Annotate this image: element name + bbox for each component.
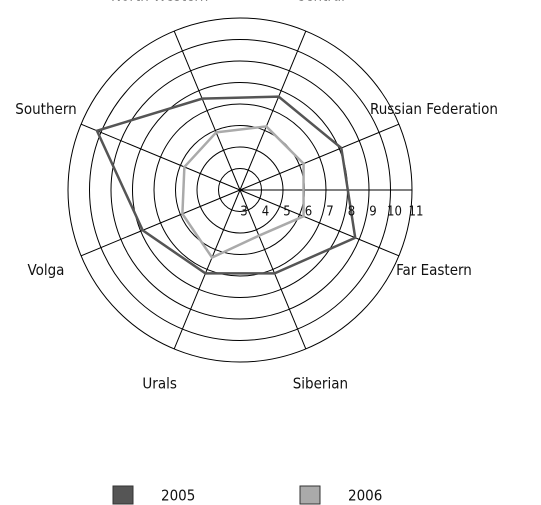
spoke [239, 189, 307, 350]
r-tick-label: 8 [348, 205, 355, 220]
category-label: Russian Federation [370, 100, 498, 118]
spoke [239, 30, 307, 191]
series-line [181, 125, 305, 260]
category-label: Urals [142, 375, 176, 393]
category-label: Southern [15, 100, 76, 118]
category-label: Central [296, 0, 345, 4]
category-label: Volga [28, 261, 65, 279]
spoke [80, 123, 241, 191]
r-tick-label: 11 [409, 205, 424, 220]
r-tick-label: 6 [305, 205, 312, 220]
r-tick-label: 10 [387, 205, 402, 220]
spoke [80, 189, 241, 257]
legend-swatch [299, 485, 321, 505]
series-line [95, 95, 357, 275]
r-tick-label: 4 [262, 205, 269, 220]
r-tick-label: 3 [240, 205, 247, 220]
category-label: Far Eastern [396, 261, 472, 279]
category-label: Siberian [293, 375, 348, 393]
spoke [239, 123, 400, 191]
spoke [173, 189, 241, 350]
r-tick-label: 7 [326, 205, 333, 220]
r-tick-label: 9 [369, 205, 376, 220]
spoke [173, 30, 241, 191]
legend-label: 2005 [161, 487, 195, 505]
spoke [239, 189, 400, 257]
r-tick-label: 5 [283, 205, 290, 220]
category-label: North-Western [111, 0, 208, 4]
legend-label: 2006 [348, 487, 382, 505]
legend-swatch [112, 485, 134, 505]
